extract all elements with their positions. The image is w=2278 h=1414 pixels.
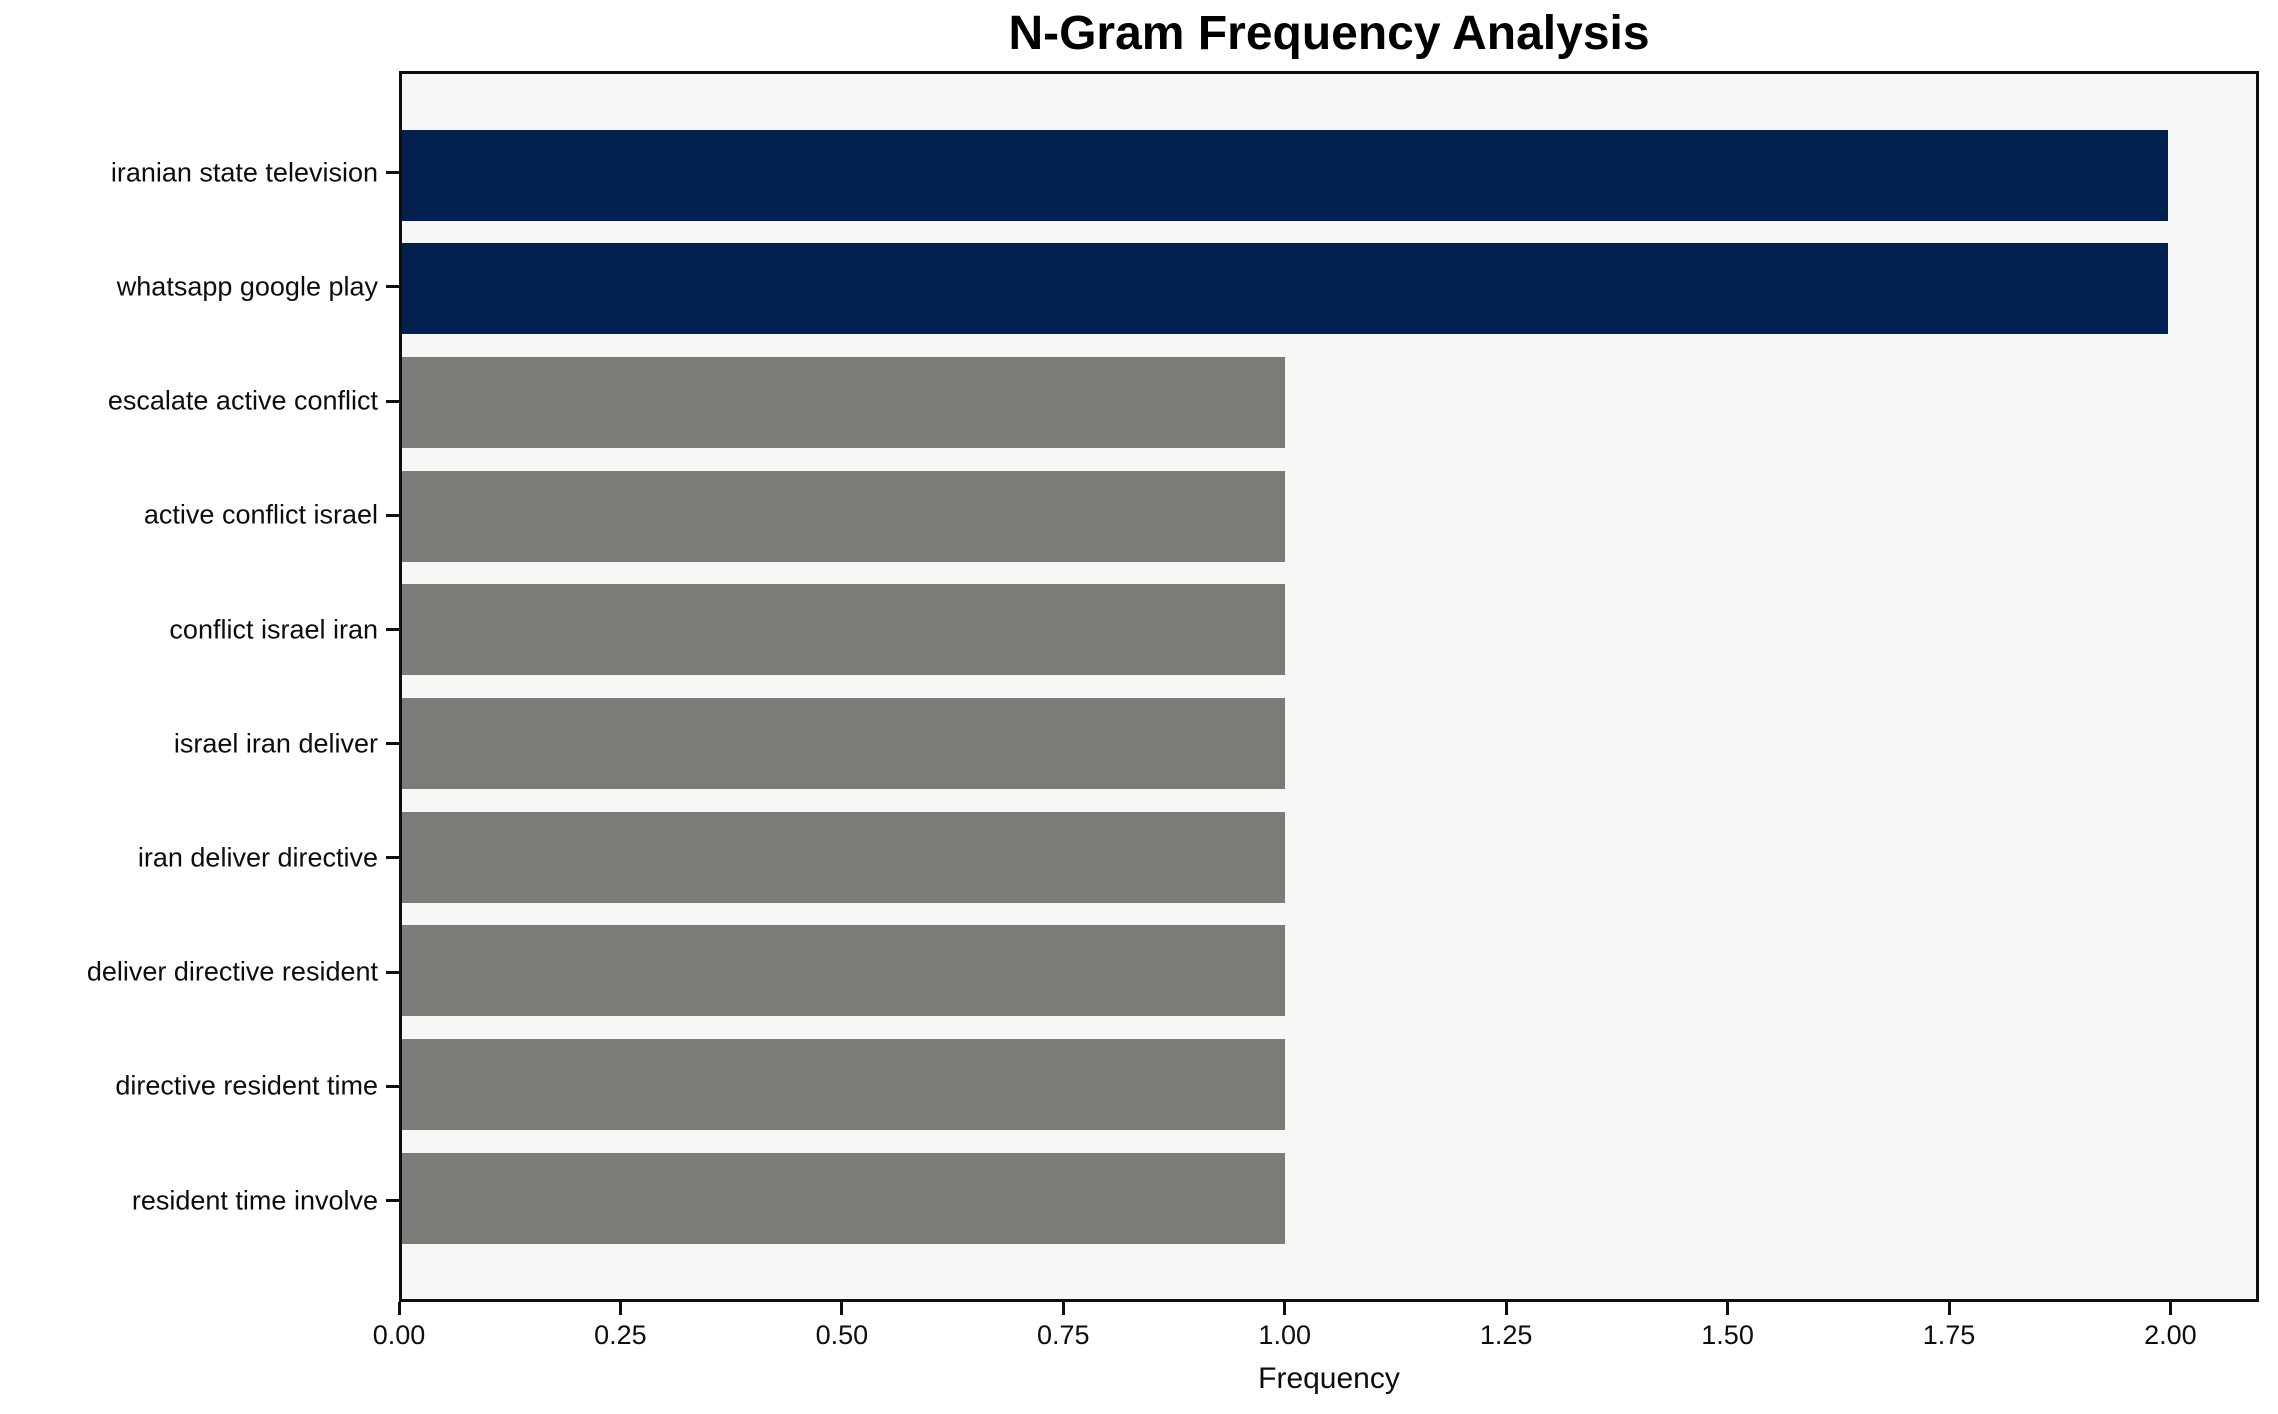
x-tick-label: 1.25 — [1479, 1320, 1533, 1350]
x-tick-label: 1.00 — [1258, 1320, 1311, 1350]
x-tick-mark — [1504, 1302, 1508, 1315]
y-tick-mark — [386, 742, 399, 746]
y-tick-label: conflict israel iran — [169, 614, 378, 644]
x-axis-label: Frequency — [1258, 1362, 1400, 1395]
y-tick-label: israel iran deliver — [173, 728, 378, 759]
bar — [402, 356, 1285, 448]
y-tick-mark — [386, 1084, 399, 1088]
bar — [402, 470, 1285, 562]
y-tick-mark — [386, 399, 399, 403]
x-tick-label: 0.25 — [594, 1320, 647, 1350]
x-tick-mark — [618, 1302, 622, 1315]
x-tick-label: 1.75 — [1922, 1320, 1976, 1350]
bar — [402, 698, 1285, 789]
y-tick-mark — [386, 970, 399, 974]
y-tick-label: directive resident time — [115, 1070, 378, 1101]
bar — [402, 129, 2168, 221]
x-tick-mark — [2168, 1302, 2172, 1315]
y-tick-mark — [386, 628, 399, 631]
y-tick-label: resident time involve — [131, 1185, 378, 1216]
x-tick-label: 1.50 — [1701, 1320, 1754, 1350]
bar — [402, 1039, 1285, 1130]
y-tick-label: deliver directive resident — [86, 956, 378, 987]
bar — [402, 1152, 1285, 1244]
x-tick-mark — [1947, 1302, 1951, 1315]
y-tick-mark — [386, 513, 399, 517]
y-tick-label: iran deliver directive — [137, 842, 378, 873]
chart-title: N-Gram Frequency Analysis — [1008, 7, 1650, 60]
x-tick-label: 0.50 — [815, 1320, 869, 1350]
y-tick-mark — [386, 285, 399, 289]
bar — [402, 584, 1285, 676]
x-tick-mark — [1726, 1302, 1730, 1315]
plot-area — [399, 71, 2259, 1302]
x-tick-mark — [397, 1302, 401, 1315]
y-tick-label: escalate active conflict — [107, 385, 378, 416]
x-tick-mark — [1283, 1302, 1287, 1315]
bar — [402, 243, 2168, 335]
x-tick-mark — [1061, 1302, 1065, 1315]
x-tick-label: 2.00 — [2144, 1320, 2197, 1350]
y-tick-label: whatsapp google play — [116, 271, 378, 302]
y-tick-mark — [386, 856, 399, 860]
bar — [402, 811, 1285, 903]
bar — [402, 925, 1285, 1017]
y-tick-label: active conflict israel — [143, 499, 378, 530]
y-tick-mark — [386, 1199, 399, 1203]
x-tick-mark — [840, 1302, 844, 1315]
x-tick-label: 0.75 — [1037, 1320, 1090, 1350]
y-tick-label: iranian state television — [110, 157, 378, 188]
y-tick-mark — [386, 171, 399, 175]
x-tick-label: 0.00 — [372, 1320, 426, 1350]
